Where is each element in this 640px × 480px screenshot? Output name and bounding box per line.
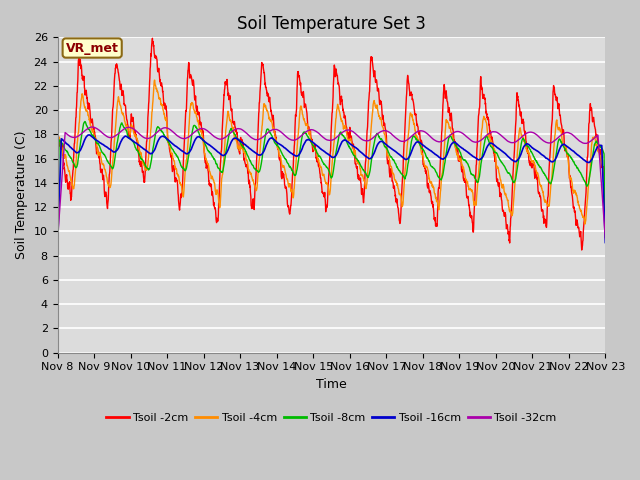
Tsoil -32cm [348,128,355,133]
Title: Soil Temperature Set 3: Soil Temperature Set 3 [237,15,426,33]
Tsoil -4cm [602,231,609,237]
Line: Tsoil -2cm: Tsoil -2cm [58,38,605,250]
Tsoil -16cm [553,153,561,158]
Tsoil -8cm [207,150,214,156]
Tsoil -32cm [54,238,61,243]
X-axis label: Time: Time [316,378,347,391]
Tsoil -4cm [150,77,158,83]
Tsoil -16cm [602,240,609,245]
Tsoil -32cm [602,236,609,241]
Tsoil -32cm [360,137,367,143]
Tsoil -2cm [553,97,561,103]
Tsoil -4cm [491,147,499,153]
Tsoil -8cm [348,148,355,154]
Tsoil -32cm [207,131,214,136]
Tsoil -4cm [54,242,61,248]
Tsoil -2cm [207,184,214,190]
Tsoil -2cm [491,153,499,158]
Tsoil -4cm [360,175,367,181]
Tsoil -32cm [88,124,95,130]
Tsoil -32cm [491,129,499,135]
Tsoil -16cm [207,143,214,149]
Tsoil -16cm [491,143,499,148]
Tsoil -8cm [602,234,609,240]
Tsoil -2cm [602,217,609,223]
Line: Tsoil -32cm: Tsoil -32cm [58,127,605,240]
Tsoil -16cm [568,148,576,154]
Y-axis label: Soil Temperature (C): Soil Temperature (C) [15,131,28,259]
Tsoil -16cm [85,132,93,138]
Tsoil -2cm [360,197,367,203]
Tsoil -4cm [568,183,576,189]
Tsoil -4cm [207,171,214,177]
Tsoil -8cm [360,168,367,173]
Tsoil -2cm [578,247,586,253]
Line: Tsoil -8cm: Tsoil -8cm [58,121,605,246]
Tsoil -8cm [568,156,576,162]
Line: Tsoil -4cm: Tsoil -4cm [58,80,605,245]
Tsoil -4cm [553,120,561,126]
Line: Tsoil -16cm: Tsoil -16cm [58,135,605,245]
Tsoil -2cm [348,133,355,139]
Tsoil -8cm [553,144,561,150]
Tsoil -16cm [54,242,61,248]
Tsoil -32cm [568,132,576,137]
Tsoil -4cm [348,139,355,144]
Tsoil -16cm [360,151,367,157]
Tsoil -8cm [491,149,499,155]
Tsoil -2cm [148,36,156,41]
Tsoil -2cm [54,240,61,246]
Legend: Tsoil -2cm, Tsoil -4cm, Tsoil -8cm, Tsoil -16cm, Tsoil -32cm: Tsoil -2cm, Tsoil -4cm, Tsoil -8cm, Tsoi… [102,408,561,428]
Tsoil -2cm [568,193,576,199]
Tsoil -8cm [81,119,89,124]
Text: VR_met: VR_met [66,42,118,55]
Tsoil -8cm [54,243,61,249]
Tsoil -32cm [553,136,561,142]
Tsoil -16cm [348,142,355,147]
